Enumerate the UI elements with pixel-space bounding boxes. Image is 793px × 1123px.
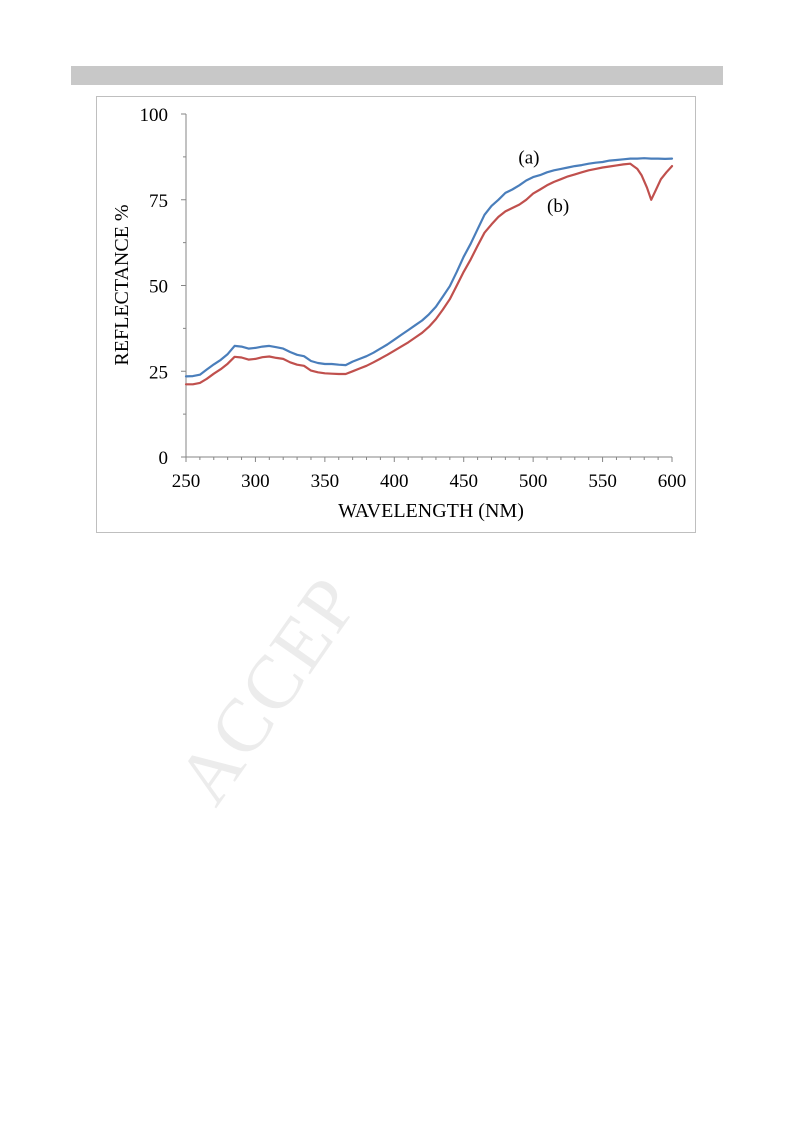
x-tick-label: 450 [449,471,478,492]
y-tick-label: 100 [140,105,169,126]
x-tick-label: 400 [380,471,409,492]
chart-labels: WAVELENGTH (NM) REFLECTANCE % [111,204,524,522]
series-line-a [184,157,674,378]
x-tick-label: 500 [519,471,548,492]
x-tick-label: 600 [658,471,687,492]
x-axis-label: WAVELENGTH (NM) [338,500,524,522]
y-axis-label: REFLECTANCE % [111,204,133,365]
page-header-bar [71,66,723,85]
chart-axes [185,114,672,458]
series-annotation-b: (b) [547,196,569,217]
chart-series [184,157,674,386]
series-line-b [184,162,674,386]
chart-ticks: 0 25 50 75 100 250 300 350 400 450 500 550 600 [140,105,687,492]
x-tick-label: 250 [172,471,201,492]
watermark-text: ACCEP [160,561,376,819]
y-tick-label: 75 [149,191,168,212]
x-tick-label: 550 [588,471,617,492]
y-tick-label: 25 [149,362,168,383]
chart-annotations: (a) (b) [518,148,569,217]
chart-frame: 0 25 50 75 100 250 300 350 400 450 500 550 600 WAVEL… [96,96,696,533]
x-tick-label: 350 [311,471,340,492]
y-tick-label: 0 [159,448,169,469]
x-tick-label: 300 [241,471,270,492]
reflectance-chart: 0 25 50 75 100 250 300 350 400 450 500 550 600 WAVEL… [111,105,687,522]
series-annotation-a: (a) [518,148,539,169]
y-tick-label: 50 [149,277,168,298]
